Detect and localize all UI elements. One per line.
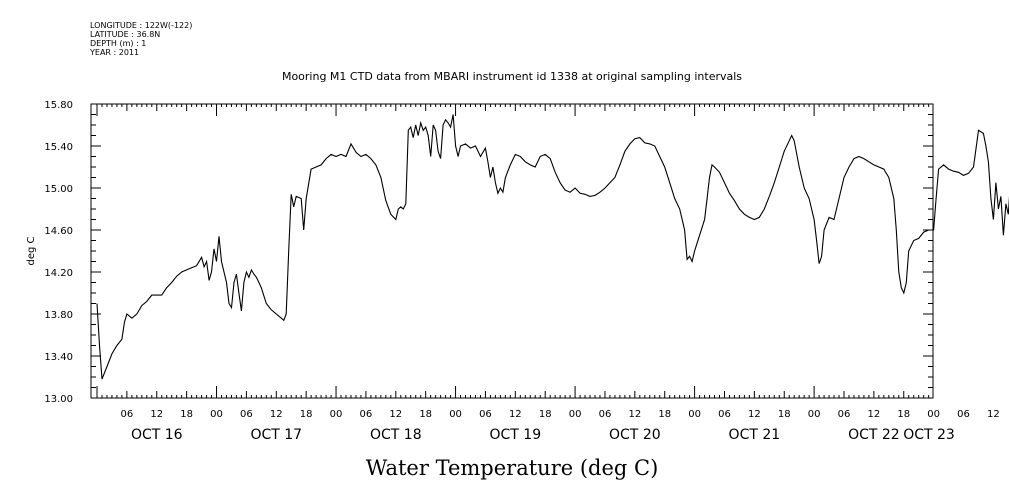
x-hour-tick-label: 00 [569, 409, 582, 420]
meta-depth: DEPTH (m) : 1 [90, 39, 146, 48]
x-hour-tick-label: 12 [509, 409, 522, 420]
x-hour-tick-label: 12 [389, 409, 402, 420]
x-hour-tick-label: 06 [240, 409, 253, 420]
x-hour-tick-label: 12 [270, 409, 283, 420]
x-hour-tick-label: 12 [748, 409, 761, 420]
x-hour-tick-label: 06 [121, 409, 134, 420]
x-day-label: OCT 23 [903, 427, 955, 443]
temperature-series-line [96, 114, 1009, 380]
x-hour-tick-label: 12 [150, 409, 163, 420]
chart-title: Mooring M1 CTD data from MBARI instrumen… [282, 70, 742, 83]
x-hour-tick-label: 18 [180, 409, 193, 420]
y-tick-label: 15.40 [44, 142, 73, 153]
y-tick-label: 15.80 [44, 100, 73, 111]
x-hour-tick-label: 00 [808, 409, 821, 420]
x-hour-tick-label: 18 [419, 409, 432, 420]
y-tick-label: 13.80 [44, 310, 73, 321]
x-hour-tick-label: 12 [987, 409, 1000, 420]
meta-year: YEAR : 2011 [89, 48, 139, 57]
y-axis-label: deg C [26, 236, 37, 265]
y-tick-label: 13.00 [44, 394, 73, 405]
x-hour-tick-label: 06 [360, 409, 373, 420]
x-day-label: OCT 19 [490, 427, 542, 443]
x-day-label: OCT 20 [609, 427, 661, 443]
x-day-label: OCT 22 [848, 427, 900, 443]
x-hour-tick-label: 06 [479, 409, 492, 420]
x-axis: 06 12 18 00 06 12 18 00 06 12 18 00 06 12 18 00 06 12 18 00… [96, 104, 1000, 443]
y-tick-label: 14.60 [44, 226, 73, 237]
x-hour-tick-label: 06 [957, 409, 970, 420]
x-hour-tick-label: 12 [628, 409, 641, 420]
meta-latitude: LATITUDE : 36.8N [90, 30, 160, 39]
y-axis: 15.80 15.40 15.00 14.60 14.20 13.80 13.40 13.00 [44, 100, 933, 405]
y-tick-label: 13.40 [44, 352, 73, 363]
x-hour-tick-label: 06 [718, 409, 731, 420]
x-hour-tick-label: 18 [778, 409, 791, 420]
y-tick-label: 15.00 [44, 184, 73, 195]
x-hour-tick-label: 00 [210, 409, 223, 420]
x-hour-tick-label: 18 [897, 409, 910, 420]
x-hour-tick-label: 18 [300, 409, 313, 420]
x-hour-tick-label: 00 [688, 409, 701, 420]
x-hour-tick-label: 18 [539, 409, 552, 420]
data-series [96, 114, 1009, 380]
x-hour-tick-label: 00 [330, 409, 343, 420]
x-hour-tick-label: 06 [599, 409, 612, 420]
y-tick-label: 14.20 [44, 268, 73, 279]
x-day-label: OCT 18 [370, 427, 422, 443]
x-hour-tick-label: 12 [868, 409, 881, 420]
x-hour-tick-label: 18 [658, 409, 671, 420]
meta-longitude: LONGITUDE : 122W(-122) [90, 21, 192, 30]
x-hour-tick-label: 00 [449, 409, 462, 420]
x-hour-tick-label: 06 [838, 409, 851, 420]
station-metadata: LONGITUDE : 122W(-122) LATITUDE : 36.8N … [89, 21, 192, 57]
x-hour-tick-label: 00 [927, 409, 940, 420]
x-axis-label: Water Temperature (deg C) [366, 456, 659, 480]
x-day-label: OCT 21 [729, 427, 781, 443]
x-day-label: OCT 16 [131, 427, 183, 443]
x-day-label: OCT 17 [250, 427, 302, 443]
